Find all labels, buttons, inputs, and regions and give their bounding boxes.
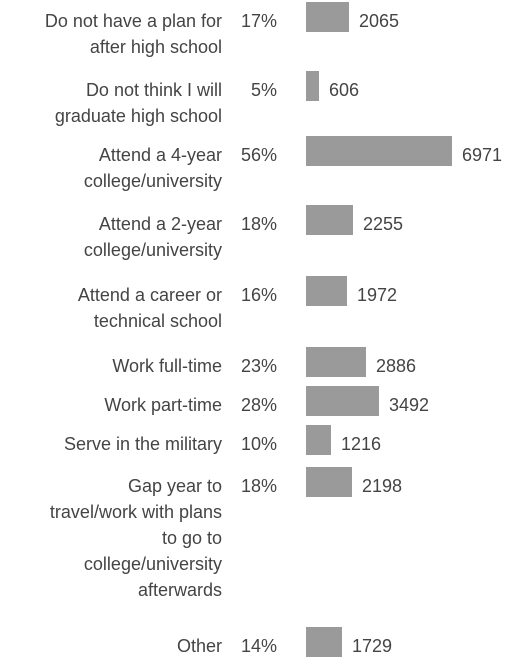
value-label: 1972	[357, 285, 398, 305]
value-label: 2065	[359, 11, 400, 31]
bar	[306, 2, 349, 32]
value-label: 1216	[341, 434, 382, 454]
bar	[306, 136, 452, 166]
bar	[306, 386, 379, 416]
value-label: 2198	[362, 476, 403, 496]
category-label: Attend a 2-year college/university	[83, 214, 222, 260]
percent-label: 16%	[240, 285, 277, 305]
bar	[306, 276, 347, 306]
percent-label: 23%	[240, 356, 277, 376]
bar	[306, 467, 352, 497]
category-label: Do not have a plan for after high school	[44, 11, 222, 57]
category-label: Attend a 4-year college/university	[83, 145, 222, 191]
value-label: 2886	[376, 356, 417, 376]
bar	[306, 71, 319, 101]
category-label: Serve in the military	[63, 434, 222, 454]
category-label: Do not think I will graduate high school	[54, 80, 222, 126]
percent-label: 17%	[240, 11, 277, 31]
category-label: Gap year to travel/work with plans to go…	[49, 476, 222, 600]
category-label: Other	[176, 636, 222, 656]
value-label: 3492	[389, 395, 430, 415]
category-label: Work part-time	[104, 395, 222, 415]
percent-label: 14%	[240, 636, 277, 656]
bar	[306, 627, 342, 657]
bar	[306, 347, 366, 377]
value-label: 2255	[363, 214, 404, 234]
percent-label: 5%	[250, 80, 277, 100]
percent-label: 10%	[240, 434, 277, 454]
percent-label: 56%	[240, 145, 277, 165]
bar	[306, 425, 331, 455]
value-label: 606	[329, 80, 360, 100]
category-label: Work full-time	[112, 356, 222, 376]
bar	[306, 205, 353, 235]
percent-label: 28%	[240, 395, 277, 415]
value-label: 6971	[462, 145, 503, 165]
percent-label: 18%	[240, 214, 277, 234]
value-label: 1729	[352, 636, 393, 656]
category-label: Attend a career or technical school	[77, 285, 222, 331]
percent-label: 18%	[240, 476, 277, 496]
